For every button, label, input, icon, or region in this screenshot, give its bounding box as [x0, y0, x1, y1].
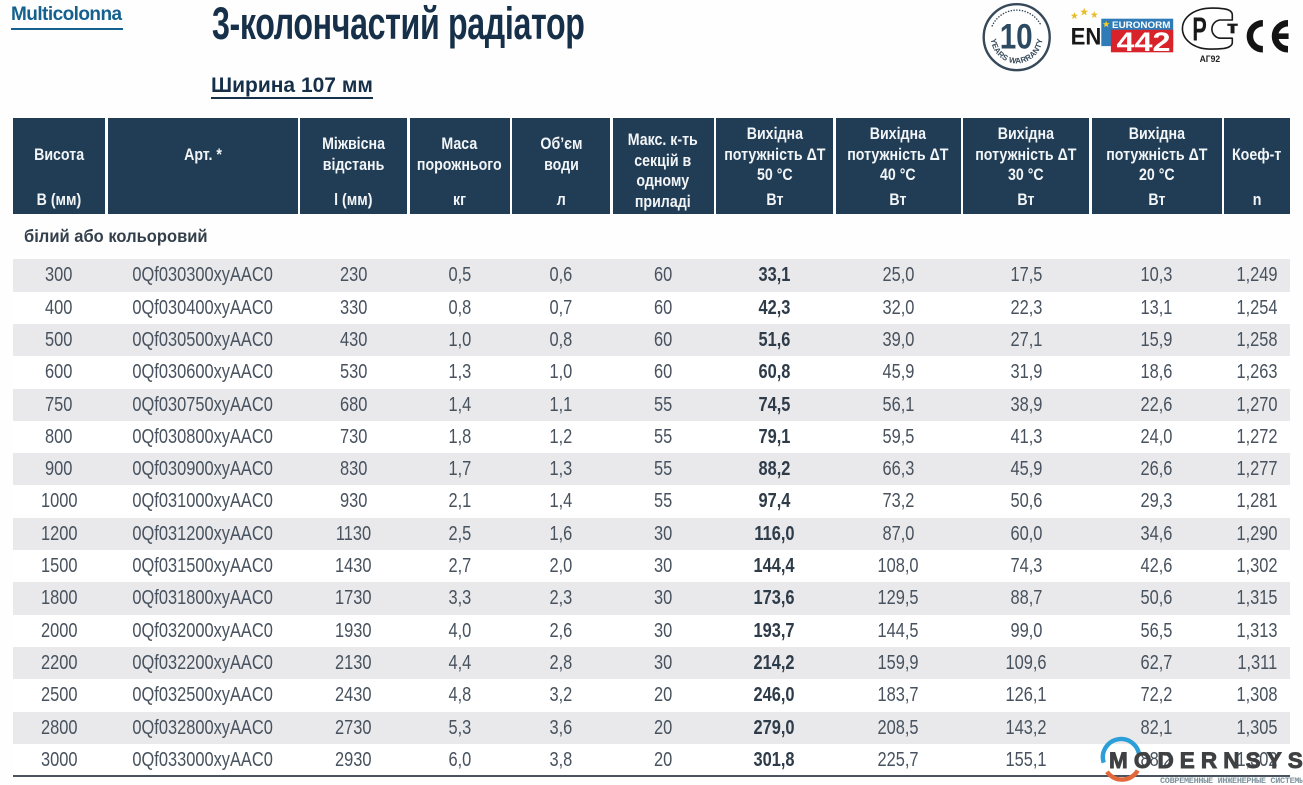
svg-text:P: P — [1192, 12, 1207, 49]
svg-text:442: 442 — [1117, 27, 1171, 57]
svg-text:АГ92: АГ92 — [1200, 54, 1221, 64]
svg-text:10: 10 — [1000, 18, 1033, 57]
svg-text:EURONORM: EURONORM — [1112, 20, 1171, 31]
svg-text:т: т — [1227, 18, 1238, 37]
svg-text:EN: EN — [1071, 24, 1102, 51]
